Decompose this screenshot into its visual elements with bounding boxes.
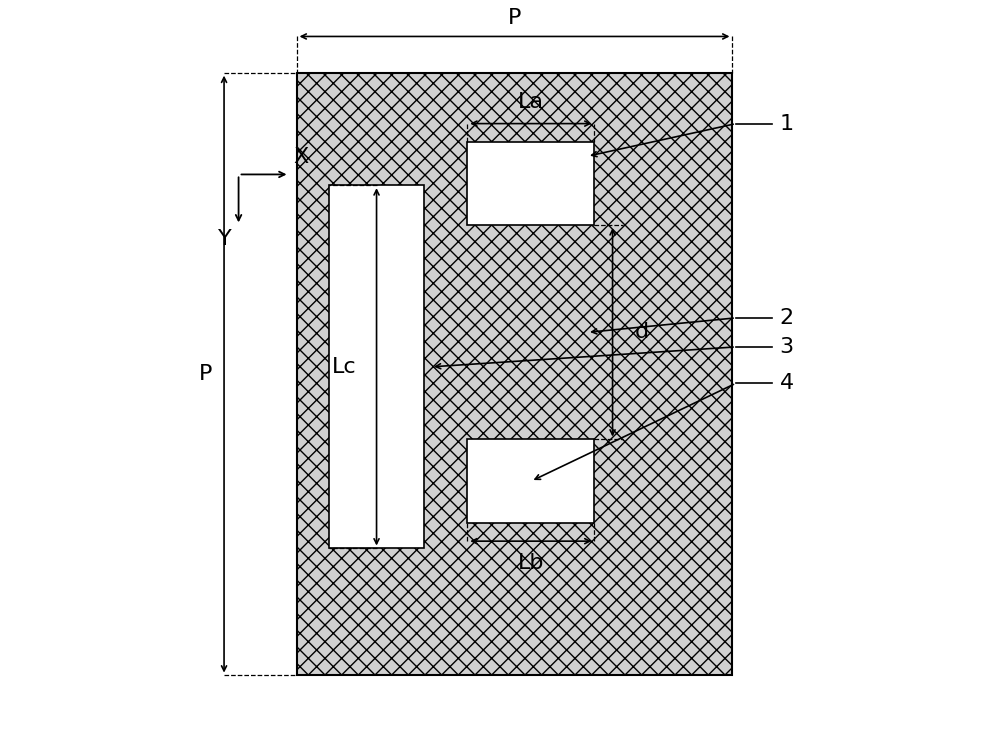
Text: Y: Y [218,229,231,249]
Text: d: d [634,322,648,342]
Text: P: P [508,8,521,28]
Text: 3: 3 [780,337,794,357]
Bar [297,73,732,676]
Text: Lb: Lb [518,553,544,573]
Text: 4: 4 [780,373,794,393]
Bar [329,185,424,548]
Text: X: X [293,147,308,167]
Text: 2: 2 [780,308,794,328]
Text: La: La [518,92,544,112]
Bar [467,142,594,225]
Text: Lc: Lc [332,357,356,377]
Bar [467,439,594,523]
Text: 1: 1 [780,113,794,133]
Text: P: P [199,364,213,384]
